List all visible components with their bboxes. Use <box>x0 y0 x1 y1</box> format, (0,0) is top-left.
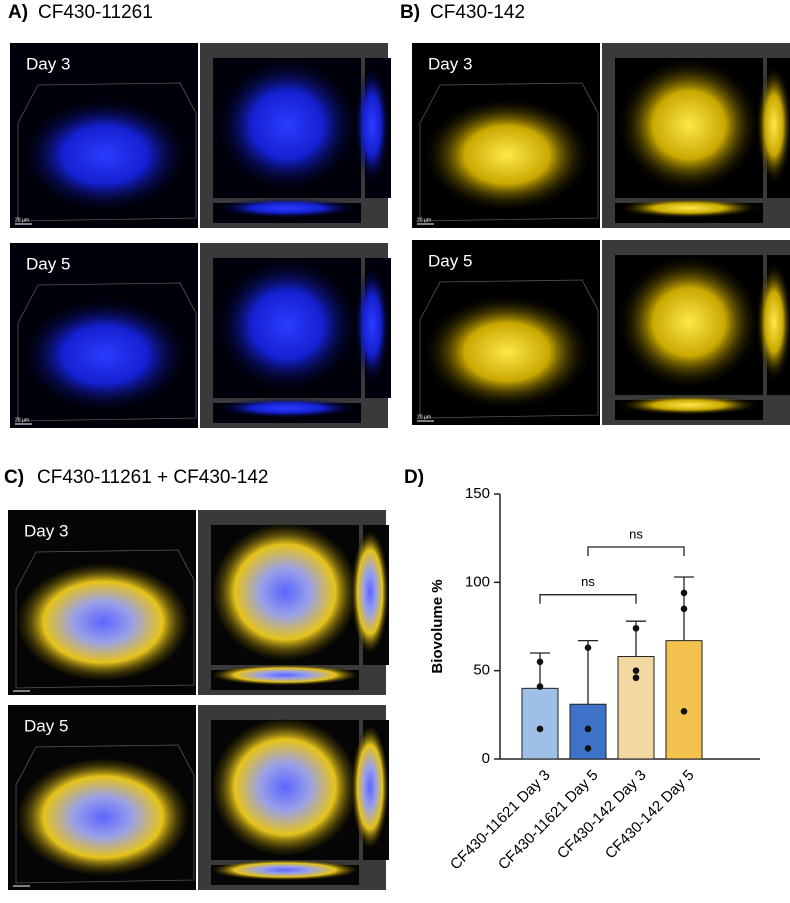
biofilm <box>352 727 388 847</box>
data-point <box>680 708 688 715</box>
panel-label: D) <box>404 467 424 488</box>
data-point <box>584 644 592 651</box>
bar <box>521 687 559 760</box>
data-point <box>680 605 688 613</box>
volume-box <box>15 744 195 884</box>
volume-box <box>419 82 599 222</box>
day-label: Day 5 <box>24 716 68 735</box>
significance-bracket <box>539 594 637 604</box>
day-label: Day 5 <box>26 254 70 273</box>
biofilm <box>354 65 390 185</box>
significance-bracket <box>587 546 685 556</box>
biofilm <box>215 198 359 218</box>
day-label: Day 3 <box>24 521 68 540</box>
biofilm <box>756 65 790 185</box>
volume-box <box>15 549 195 689</box>
biofilm <box>354 265 390 385</box>
data-point <box>536 683 544 690</box>
biofilm <box>352 532 388 652</box>
biofilm <box>18 564 188 680</box>
data-point <box>632 624 640 632</box>
data-point <box>584 745 592 752</box>
data-point <box>584 725 592 733</box>
x-tick-label: CF430-142 Day 5 <box>602 767 698 863</box>
volume-box <box>17 282 197 422</box>
x-tick-label: CF430-142 Day 3 <box>554 767 650 863</box>
biofilm <box>215 257 359 393</box>
y-tick-label: 0 <box>482 750 490 767</box>
panel-title: CF430-11261 <box>38 2 153 23</box>
biofilm <box>213 665 357 685</box>
day-label: Day 3 <box>26 54 70 73</box>
biofilm <box>213 719 357 855</box>
scale-bar-label: 20 µm <box>15 417 29 423</box>
data-point <box>536 725 544 733</box>
biofilm <box>215 398 359 418</box>
y-tick-label: 100 <box>465 573 490 590</box>
scale-bar-label: 20 µm <box>417 217 431 223</box>
micrograph: Day 3 <box>8 510 389 695</box>
micrograph: Day 5 20 µm <box>10 243 391 428</box>
micrograph: Day 5 20 µm <box>412 240 790 425</box>
bar <box>665 640 703 760</box>
biofilm <box>20 97 190 213</box>
day-label: Day 3 <box>428 54 472 73</box>
data-point <box>536 658 544 666</box>
day-label: Day 5 <box>428 251 472 270</box>
biofilm <box>18 759 188 875</box>
biofilm <box>617 198 761 218</box>
panel-label: A) <box>8 2 28 23</box>
biofilm <box>20 297 190 413</box>
micrograph: Day 3 20 µm <box>412 43 790 228</box>
scale-bar-label: 20 µm <box>417 414 431 420</box>
panel-label: B) <box>400 2 420 23</box>
panel-label: C) <box>4 467 24 488</box>
biofilm <box>756 262 790 382</box>
biofilm <box>617 254 761 390</box>
data-point <box>680 589 688 597</box>
y-tick-label: 150 <box>465 485 490 502</box>
biofilm <box>617 57 761 193</box>
biofilm <box>422 294 592 410</box>
volume-box <box>17 82 197 222</box>
biofilm <box>213 860 357 880</box>
significance-label: ns <box>629 526 643 541</box>
scale-bar-label: 20 µm <box>15 217 29 223</box>
micrograph: Day 3 20 µm <box>10 43 391 228</box>
y-axis-label: Biovolume % <box>429 579 446 673</box>
y-tick-label: 50 <box>473 662 490 679</box>
biofilm <box>617 395 761 415</box>
data-point <box>632 674 640 682</box>
data-point <box>632 667 640 674</box>
volume-box <box>419 279 599 419</box>
biofilm <box>215 57 359 193</box>
panel-title: CF430-142 <box>430 2 525 23</box>
biofilm <box>213 524 357 660</box>
biofilm <box>422 97 592 213</box>
micrograph: Day 5 <box>8 705 389 890</box>
panel-title: CF430-11261 + CF430-142 <box>37 467 269 488</box>
significance-label: ns <box>581 574 595 589</box>
